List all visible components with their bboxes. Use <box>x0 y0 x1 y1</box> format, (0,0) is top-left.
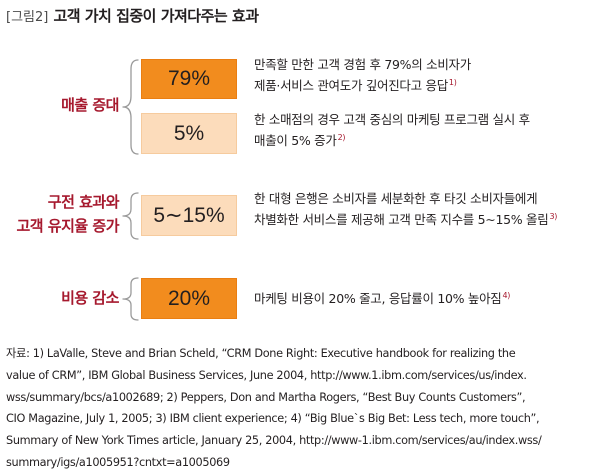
desc-79: 만족할 만한 고객 경험 후 79%의 소비자가 제품·서비스 관여도가 깊어진… <box>254 54 594 96</box>
figure-number: [그림2] <box>6 10 49 25</box>
category-cost-reduction: 비용 감소 <box>55 286 119 310</box>
desc-line: 차별화한 서비스를 제공해 고객 만족 지수를 5∼15% 올림3) <box>254 209 594 230</box>
category-label-line: 구전 효과와 <box>47 193 120 211</box>
source-references: 자료: 1) LaValle, Steve and Brian Scheld, … <box>6 343 594 474</box>
source-line: 자료: 1) LaValle, Steve and Brian Scheld, … <box>6 347 516 360</box>
source-line: Summary of New York Times article, Janua… <box>6 434 542 448</box>
desc-text: 마케팅 비용이 20% 줄고, 응답률이 10% 높아짐 <box>254 291 502 306</box>
value-box-5-15: 5∼15% <box>141 195 237 236</box>
footnote-marker: 1) <box>448 78 457 87</box>
value-box-79: 79% <box>141 59 237 99</box>
desc-line: 마케팅 비용이 20% 줄고, 응답률이 10% 높아짐4) <box>254 288 594 309</box>
figure-title-text: 고객 가치 집중이 가져다주는 효과 <box>53 7 259 25</box>
value-box-20: 20% <box>141 278 237 319</box>
source-line: summary/igs/a1005951?cntxt=a1005069 <box>6 455 230 469</box>
source-line: wss/summary/bcs/a1002689; 2) Peppers, Do… <box>6 390 526 404</box>
footnote-marker: 2) <box>337 133 346 142</box>
category-label-line: 비용 감소 <box>61 289 119 307</box>
figure-title: [그림2] 고객 가치 집중이 가져다주는 효과 <box>6 5 259 27</box>
desc-5-15: 한 대형 은행은 소비자를 세분화한 후 타깃 소비자들에게 차별화한 서비스를… <box>254 188 594 230</box>
category-word-of-mouth: 구전 효과와 고객 유지율 증가 <box>6 190 119 238</box>
source-line: CIO Magazine, July 1, 2005; 3) IBM clien… <box>6 412 540 426</box>
value-box-5: 5% <box>141 113 237 154</box>
footnote-marker: 3) <box>549 212 558 221</box>
desc-text: 차별화한 서비스를 제공해 고객 만족 지수를 5∼15% 올림 <box>254 212 549 227</box>
desc-line: 매출이 5% 증가2) <box>254 130 594 151</box>
desc-20: 마케팅 비용이 20% 줄고, 응답률이 10% 높아짐4) <box>254 288 594 309</box>
desc-line: 만족할 만한 고객 경험 후 79%의 소비자가 <box>254 57 471 72</box>
source-line: value of CRM”, IBM Global Business Servi… <box>6 368 527 382</box>
brace-sales-increase <box>122 59 139 155</box>
category-label-line: 고객 유지율 증가 <box>16 217 119 235</box>
desc-text: 제품·서비스 관여도가 깊어진다고 응답 <box>254 78 448 93</box>
desc-line: 한 대형 은행은 소비자를 세분화한 후 타깃 소비자들에게 <box>254 191 538 206</box>
footnote-marker: 4) <box>502 291 511 300</box>
category-sales-increase: 매출 증대 <box>55 93 119 117</box>
brace-word-of-mouth <box>122 192 139 240</box>
brace-cost-reduction <box>122 277 139 321</box>
desc-line: 제품·서비스 관여도가 깊어진다고 응답1) <box>254 75 594 96</box>
desc-line: 한 소매점의 경우 고객 중심의 마케팅 프로그램 실시 후 <box>254 112 530 127</box>
category-label-line: 매출 증대 <box>61 96 119 114</box>
desc-text: 매출이 5% 증가 <box>254 133 337 148</box>
desc-5: 한 소매점의 경우 고객 중심의 마케팅 프로그램 실시 후 매출이 5% 증가… <box>254 109 594 151</box>
